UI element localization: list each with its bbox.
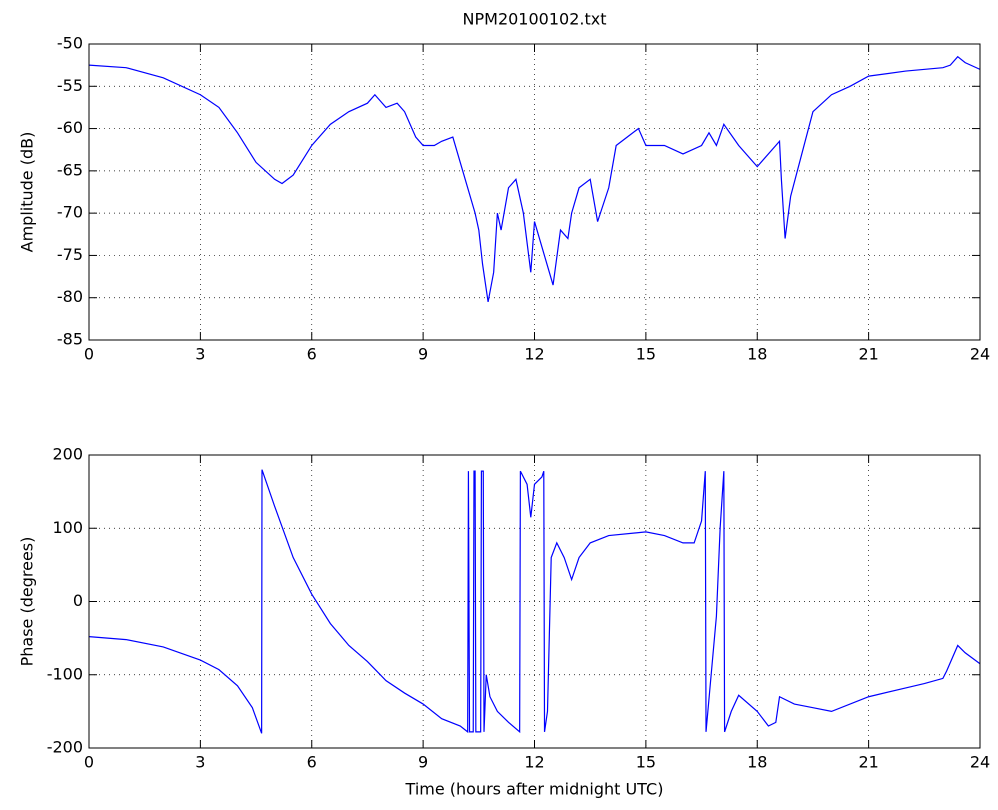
x-tick-label: 12 bbox=[524, 753, 544, 772]
y-tick-label: -85 bbox=[57, 330, 83, 349]
y-axis-label: Amplitude (dB) bbox=[18, 132, 37, 253]
y-tick-label: -100 bbox=[47, 664, 83, 683]
x-tick-label: 21 bbox=[858, 753, 878, 772]
y-axis-label: Phase (degrees) bbox=[18, 537, 37, 667]
y-tick-label: -75 bbox=[57, 245, 83, 264]
y-tick-label: -70 bbox=[57, 203, 83, 222]
x-tick-label: 0 bbox=[84, 345, 94, 364]
x-tick-label: 6 bbox=[307, 753, 317, 772]
x-tick-label: 18 bbox=[747, 753, 767, 772]
y-tick-label: 200 bbox=[52, 445, 83, 464]
x-tick-label: 21 bbox=[858, 345, 878, 364]
x-tick-label: 9 bbox=[418, 345, 428, 364]
y-tick-label: -50 bbox=[57, 34, 83, 53]
y-tick-label: -65 bbox=[57, 160, 83, 179]
y-tick-label: 100 bbox=[52, 518, 83, 537]
data-line bbox=[88, 469, 981, 734]
data-line bbox=[88, 55, 981, 303]
y-tick-label: -55 bbox=[57, 76, 83, 95]
y-tick-label: 0 bbox=[73, 591, 83, 610]
plot-area bbox=[89, 44, 980, 340]
x-tick-label: 18 bbox=[747, 345, 767, 364]
x-tick-label: 12 bbox=[524, 345, 544, 364]
plot-frame bbox=[88, 454, 981, 749]
x-tick-label: 3 bbox=[195, 753, 205, 772]
x-tick-label: 0 bbox=[84, 753, 94, 772]
chart-title: NPM20100102.txt bbox=[463, 10, 607, 29]
x-tick-label: 9 bbox=[418, 753, 428, 772]
x-tick-label: 15 bbox=[636, 753, 656, 772]
plot-frame bbox=[88, 43, 981, 341]
y-tick-label: -200 bbox=[47, 738, 83, 757]
x-tick-label: 24 bbox=[970, 753, 990, 772]
x-axis-label: Time (hours after midnight UTC) bbox=[405, 780, 664, 799]
x-tick-label: 6 bbox=[307, 345, 317, 364]
y-tick-label: -80 bbox=[57, 287, 83, 306]
x-tick-label: 24 bbox=[970, 345, 990, 364]
x-tick-label: 3 bbox=[195, 345, 205, 364]
y-tick-label: -60 bbox=[57, 118, 83, 137]
x-tick-label: 15 bbox=[636, 345, 656, 364]
